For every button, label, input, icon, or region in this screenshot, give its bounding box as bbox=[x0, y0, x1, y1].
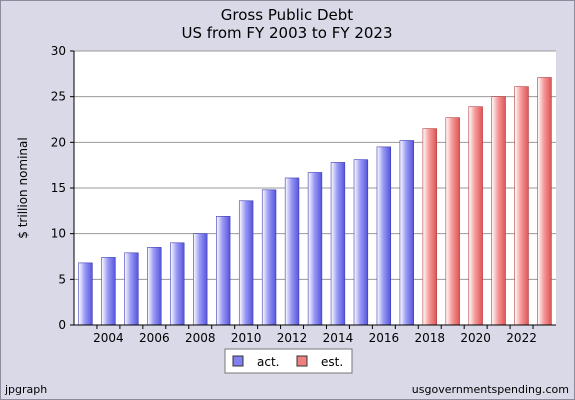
y-tick-label: 30 bbox=[51, 44, 66, 58]
bar-2011 bbox=[261, 189, 277, 326]
x-tick-label: 2012 bbox=[277, 331, 308, 345]
bar-2003 bbox=[78, 262, 93, 326]
bars bbox=[78, 77, 552, 326]
bar-2014 bbox=[330, 162, 346, 326]
y-tick-label: 25 bbox=[51, 90, 66, 104]
legend-label-act: act. bbox=[257, 355, 279, 369]
x-tick-label: 2020 bbox=[460, 331, 491, 345]
legend: act. est. bbox=[224, 348, 353, 374]
bar-2015 bbox=[353, 159, 369, 326]
legend-swatch-est bbox=[296, 355, 308, 367]
x-ticks: 2004 2006 2008 2010 2012 2014 2016 2018 2020 2022 bbox=[93, 325, 537, 345]
y-tick-label: 5 bbox=[58, 272, 66, 286]
bar-2016 bbox=[376, 146, 392, 326]
x-tick-label: 2004 bbox=[93, 331, 124, 345]
bar-2010 bbox=[238, 200, 254, 326]
bar-2004 bbox=[101, 257, 116, 326]
legend-label-est: est. bbox=[321, 355, 343, 369]
y-tick-label: 20 bbox=[51, 135, 66, 149]
x-tick-label: 2018 bbox=[414, 331, 445, 345]
x-tick-label: 2016 bbox=[369, 331, 400, 345]
bar-2005 bbox=[124, 252, 139, 326]
chart-subtitle: US from FY 2003 to FY 2023 bbox=[181, 24, 392, 42]
y-tick-label: 0 bbox=[58, 318, 66, 332]
bar-2019 bbox=[445, 117, 460, 326]
bar-2023 bbox=[537, 77, 552, 326]
y-ticks: 0 5 10 15 20 25 30 bbox=[51, 44, 74, 332]
chart-title: Gross Public Debt bbox=[221, 6, 353, 24]
x-tick-label: 2014 bbox=[323, 331, 354, 345]
footer-right-credit: usgovernmentspending.com bbox=[412, 383, 569, 396]
x-tick-label: 2006 bbox=[139, 331, 170, 345]
bar-2007 bbox=[170, 242, 185, 326]
footer-left-credit: jpgraph bbox=[4, 383, 47, 396]
y-tick-label: 15 bbox=[51, 181, 66, 195]
legend-box bbox=[224, 348, 353, 374]
bar-2022 bbox=[514, 86, 529, 326]
bar-2020 bbox=[468, 106, 483, 326]
bar-2006 bbox=[147, 247, 162, 326]
y-axis-label: $ trillion nominal bbox=[16, 137, 30, 238]
legend-swatch-act bbox=[232, 355, 244, 367]
bar-2018 bbox=[422, 128, 437, 326]
bar-2009 bbox=[216, 216, 231, 326]
x-tick-label: 2008 bbox=[185, 331, 216, 345]
bar-2017 bbox=[399, 140, 414, 326]
bar-2021 bbox=[491, 96, 506, 326]
x-tick-label: 2010 bbox=[231, 331, 262, 345]
bar-2008 bbox=[193, 233, 208, 326]
x-tick-label: 2022 bbox=[506, 331, 537, 345]
y-tick-label: 10 bbox=[51, 227, 66, 241]
bar-2012 bbox=[284, 177, 300, 326]
bar-2013 bbox=[307, 172, 323, 326]
